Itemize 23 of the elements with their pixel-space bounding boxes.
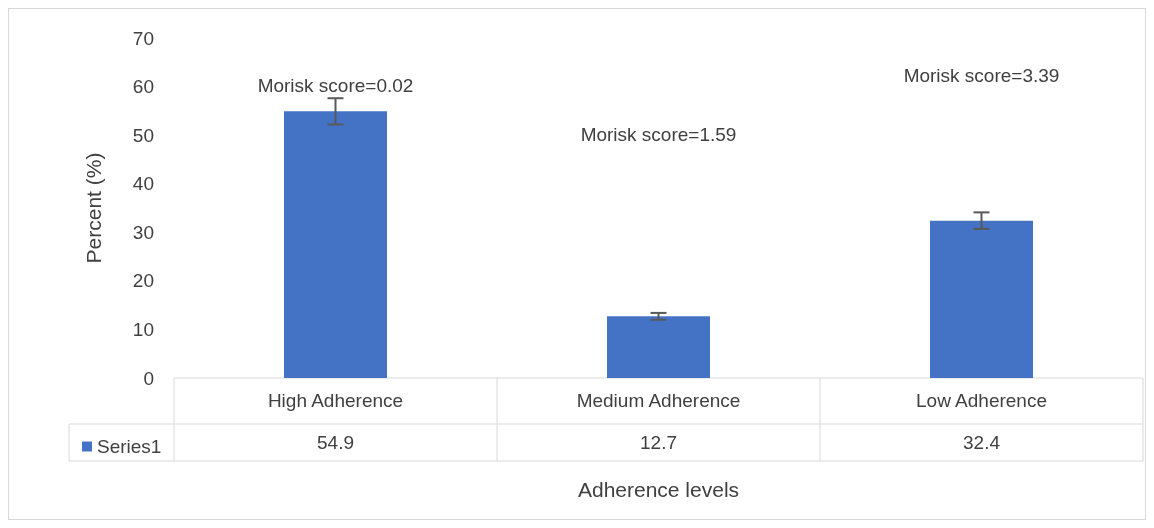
y-tick-label: 30	[132, 221, 154, 243]
y-tick-label: 50	[132, 124, 154, 146]
bar	[284, 111, 387, 378]
data-label: 12.7	[640, 432, 677, 453]
x-tick-label: Low Adherence	[916, 389, 1047, 411]
x-tick-label: Medium Adherence	[576, 389, 741, 411]
y-tick-label: 60	[132, 76, 154, 98]
y-tick-label: 20	[132, 270, 154, 292]
x-axis-title: Adherence levels	[577, 477, 740, 501]
legend-label: Series1	[97, 436, 162, 457]
y-tick-label: 10	[132, 318, 154, 340]
annotation: Morisk score=1.59	[580, 123, 737, 145]
data-label: 32.4	[963, 432, 1001, 453]
y-tick-label: 40	[132, 173, 154, 195]
y-tick-label: 0	[143, 367, 154, 389]
x-tick-label: High Adherence	[267, 389, 404, 411]
bar	[607, 316, 710, 378]
annotation: Morisk score=0.02	[257, 74, 414, 96]
y-tick-label: 70	[132, 27, 154, 49]
bar	[930, 220, 1033, 378]
data-label: 54.9	[317, 432, 354, 453]
y-axis-title: Percent (%)	[82, 152, 105, 264]
annotation: Morisk score=3.39	[903, 64, 1060, 86]
